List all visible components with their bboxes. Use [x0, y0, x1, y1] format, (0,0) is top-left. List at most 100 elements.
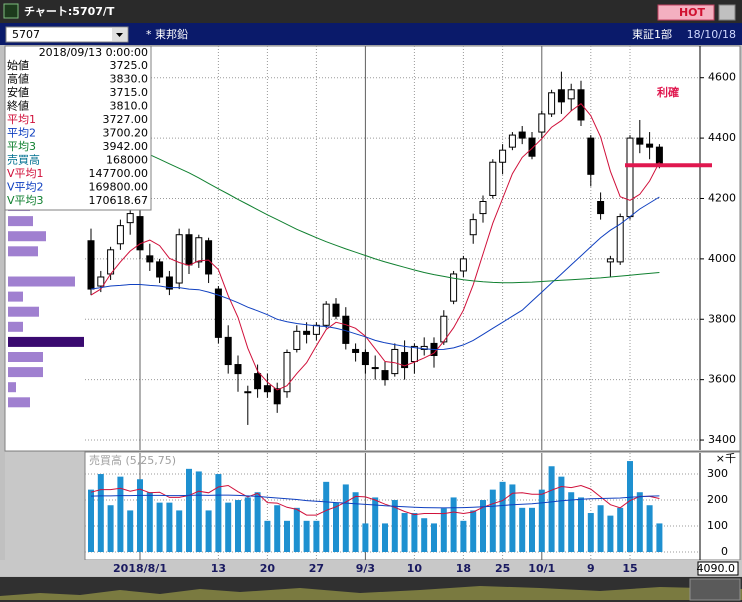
volume-bar [558, 476, 565, 552]
info-value: 3810.0 [110, 100, 149, 113]
volume-bar [342, 484, 349, 552]
candle-body [332, 303, 340, 317]
candle-body [244, 391, 252, 394]
info-label: V平均2 [7, 180, 44, 194]
candle-body [587, 137, 595, 175]
candle-body [312, 324, 320, 335]
y-tick-label: 4200 [708, 191, 736, 204]
volume-profile-bar [8, 216, 33, 227]
volume-bar [146, 492, 153, 552]
info-label: V平均3 [7, 193, 44, 207]
volume-left-blank [5, 452, 85, 560]
y-tick-label: 300 [707, 467, 728, 480]
y-tick-label: 3600 [708, 373, 736, 386]
volume-bar [323, 481, 330, 552]
candle-body [224, 336, 232, 366]
x-axis-strip [0, 560, 742, 576]
x-tick-label: 9/3 [356, 562, 375, 575]
candle-body [214, 288, 222, 338]
volume-bar [372, 497, 379, 552]
x-tick-label: 27 [309, 562, 324, 575]
info-value: 168000 [106, 154, 148, 167]
candle-body [263, 385, 271, 393]
code-text[interactable]: 5707 [12, 28, 40, 41]
x-tick-label: 9 [587, 562, 595, 575]
candle-body [606, 258, 614, 263]
volume-bar [568, 492, 575, 552]
close-button[interactable] [718, 4, 736, 21]
candle-body [254, 373, 262, 390]
volume-bar [215, 474, 222, 552]
moving-average [90, 196, 660, 351]
volume-bar [470, 510, 477, 552]
hot-label[interactable]: HOT [679, 6, 706, 19]
volume-bar [264, 520, 271, 552]
scroller-thumb[interactable] [689, 578, 741, 601]
volume-bar [440, 508, 447, 552]
moving-average [90, 103, 660, 391]
volume-bar [156, 502, 163, 552]
info-label: 安値 [7, 86, 29, 99]
annotation-text: 利確 [657, 85, 679, 99]
x-tick-label: 18 [456, 562, 471, 575]
volume-bar [646, 505, 653, 552]
scroller-overview [0, 586, 742, 600]
y-tick-label: 100 [707, 519, 728, 532]
volume-bar [254, 492, 261, 552]
volume-bar [303, 520, 310, 552]
volume-bar [225, 502, 232, 552]
candle-body [557, 89, 565, 103]
candle-body [322, 303, 330, 326]
volume-bar [489, 489, 496, 552]
volume-legend: 売買高 (5,25,75) [89, 453, 176, 467]
candle-body [646, 143, 654, 148]
volume-profile-bar [8, 291, 23, 302]
info-date: 2018/09/13 0:00:00 [39, 46, 148, 59]
candle-body [185, 234, 193, 266]
y-tick-label: 4600 [708, 71, 736, 84]
volume-bar [450, 497, 457, 552]
volume-bar [293, 507, 300, 552]
volume-bar [88, 489, 94, 552]
candle-body [87, 240, 95, 290]
volume-bar [411, 513, 418, 552]
window-title: チャート:5707/T [24, 5, 115, 18]
y-tick-label: 4400 [708, 131, 736, 144]
volume-bar [509, 484, 516, 552]
volume-bar [333, 502, 339, 552]
volume-bar [578, 497, 584, 552]
moving-average [90, 494, 660, 509]
candle-body [577, 89, 585, 121]
volume-bar [137, 479, 143, 552]
volume-unit: ×千 [716, 452, 736, 465]
volume-profile-bar [8, 367, 43, 378]
volume-bar [117, 476, 124, 552]
volume-bar [176, 510, 183, 552]
candle-body [391, 348, 399, 375]
candle-body [116, 225, 124, 245]
candle-body [107, 249, 115, 275]
volume-profile-bar [8, 321, 23, 332]
volume-bar [460, 520, 467, 552]
volume-bar [274, 505, 281, 552]
info-panel [4, 45, 152, 211]
info-value: 3725.0 [110, 59, 149, 72]
candle-body [499, 149, 507, 163]
volume-bar [480, 500, 486, 552]
hot-button[interactable] [657, 4, 715, 21]
info-label: 売買高 [7, 153, 40, 167]
volume-bar [656, 523, 663, 552]
candle-body [97, 276, 105, 287]
volume-bar [186, 468, 192, 552]
candle-body [548, 92, 556, 115]
candle-body [450, 273, 458, 302]
code-input[interactable] [5, 26, 129, 43]
volume-bar [284, 520, 290, 552]
volume-bar [401, 513, 408, 552]
info-value: 3715.0 [110, 86, 149, 99]
candle-body [273, 388, 281, 405]
volume-profile-bar [8, 276, 75, 287]
x-tick-label: 10/1 [528, 562, 555, 575]
volume-bar [107, 505, 114, 552]
